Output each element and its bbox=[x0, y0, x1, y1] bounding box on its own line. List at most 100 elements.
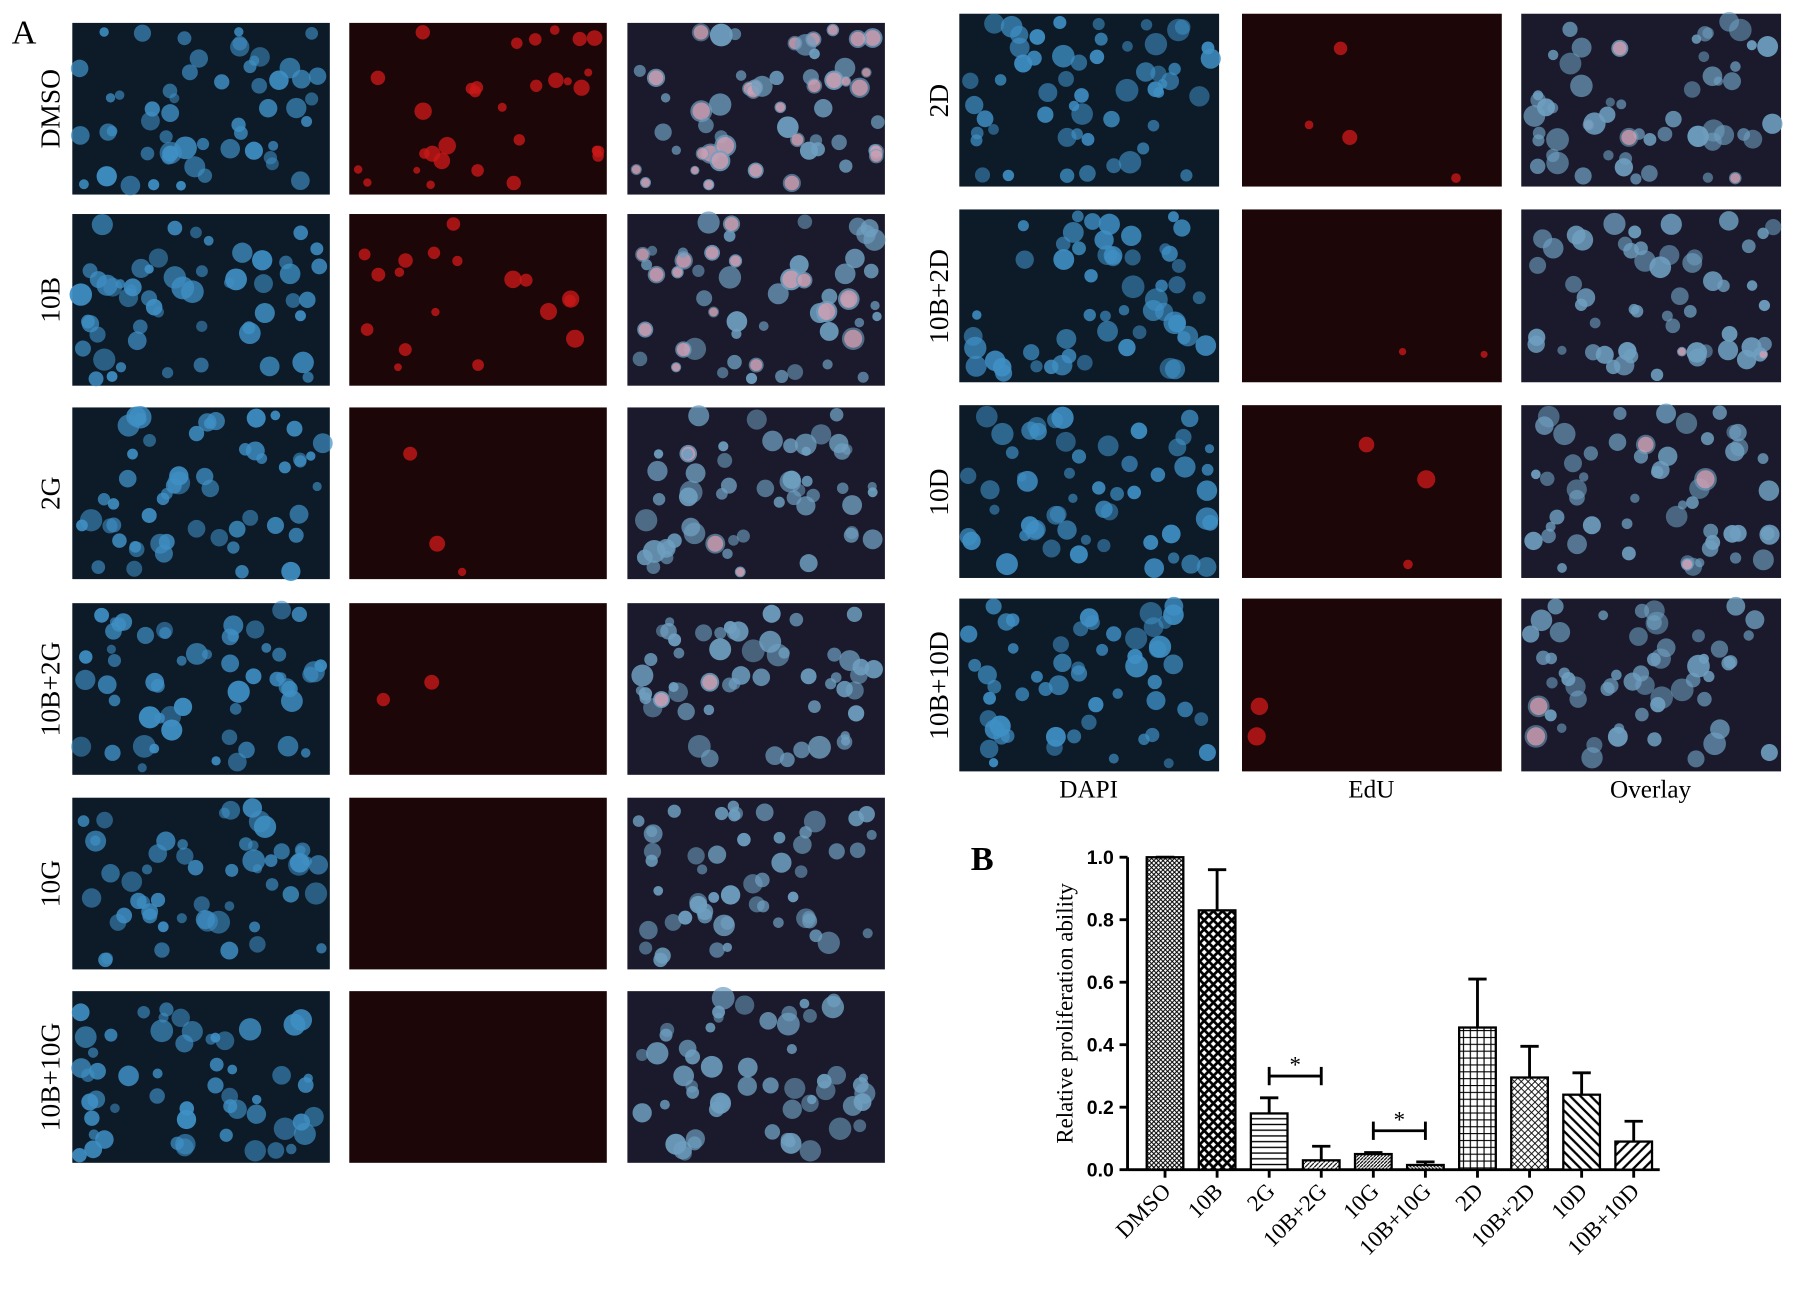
cell bbox=[769, 70, 784, 86]
cell bbox=[1557, 563, 1567, 573]
cell bbox=[729, 806, 744, 821]
cell bbox=[1135, 62, 1156, 82]
cell bbox=[1595, 345, 1614, 364]
cell bbox=[975, 405, 998, 428]
cell bbox=[1713, 76, 1724, 86]
cell bbox=[225, 863, 239, 877]
cell bbox=[632, 1103, 652, 1123]
cell bbox=[1137, 142, 1150, 155]
cell bbox=[735, 70, 747, 81]
cell bbox=[794, 433, 817, 456]
cell bbox=[709, 93, 732, 116]
cell bbox=[1605, 97, 1615, 107]
cell-overlap bbox=[1696, 470, 1715, 489]
edu-cell bbox=[433, 152, 451, 170]
edu-cell bbox=[419, 148, 430, 159]
cell bbox=[289, 504, 309, 524]
cell bbox=[133, 24, 152, 42]
cell bbox=[1702, 172, 1714, 183]
cell bbox=[816, 1073, 832, 1089]
cell bbox=[1053, 653, 1072, 673]
cell bbox=[1079, 608, 1099, 628]
cell bbox=[167, 220, 183, 236]
cell bbox=[288, 527, 304, 543]
cell bbox=[1641, 165, 1658, 182]
cell bbox=[1071, 103, 1093, 125]
cell bbox=[1611, 669, 1622, 681]
cell bbox=[727, 354, 742, 370]
cell bbox=[737, 832, 751, 847]
bar bbox=[1301, 1159, 1341, 1171]
cell bbox=[150, 678, 165, 693]
cell bbox=[996, 553, 1018, 576]
cell bbox=[866, 829, 877, 841]
cell bbox=[1031, 670, 1043, 683]
cell bbox=[667, 804, 681, 818]
cell bbox=[149, 1088, 165, 1104]
cell bbox=[718, 266, 742, 289]
cell bbox=[106, 125, 118, 137]
cell bbox=[227, 752, 247, 772]
cell bbox=[1549, 509, 1565, 525]
cell bbox=[1061, 348, 1077, 364]
cell bbox=[246, 620, 265, 639]
cell bbox=[1710, 719, 1730, 740]
cell bbox=[81, 314, 95, 329]
cell bbox=[654, 123, 672, 141]
cell bbox=[188, 425, 205, 442]
cell bbox=[799, 141, 819, 160]
cell bbox=[77, 815, 90, 827]
cell bbox=[148, 248, 169, 268]
cell bbox=[1529, 256, 1547, 274]
cell bbox=[87, 1047, 99, 1058]
edu-cell bbox=[438, 137, 456, 155]
cell bbox=[668, 682, 688, 703]
row-label: DMSO bbox=[36, 69, 66, 148]
edu-cell bbox=[1403, 559, 1413, 570]
cell bbox=[267, 1142, 285, 1159]
cell bbox=[979, 710, 997, 728]
cell bbox=[963, 327, 983, 346]
cell bbox=[660, 622, 677, 640]
micrograph bbox=[349, 407, 607, 580]
cell bbox=[647, 245, 658, 256]
cell bbox=[974, 167, 991, 183]
cell bbox=[91, 560, 106, 574]
cell bbox=[697, 211, 720, 234]
cell bbox=[1146, 691, 1166, 711]
cell bbox=[1647, 732, 1662, 747]
edu-cell bbox=[586, 30, 603, 46]
cell bbox=[643, 824, 663, 844]
cell bbox=[1063, 467, 1075, 479]
cell-overlap bbox=[1730, 173, 1741, 184]
cell bbox=[89, 326, 106, 343]
micrograph bbox=[627, 986, 885, 1163]
cell bbox=[316, 943, 327, 954]
cell-overlap bbox=[1529, 697, 1548, 716]
cell bbox=[1052, 44, 1075, 68]
cell bbox=[269, 70, 289, 91]
cell bbox=[225, 268, 247, 291]
cell bbox=[801, 446, 811, 456]
cell bbox=[75, 669, 96, 691]
cell bbox=[830, 672, 842, 683]
cell bbox=[765, 746, 785, 766]
cell bbox=[652, 493, 666, 506]
edu-cell bbox=[562, 290, 580, 308]
cell bbox=[1574, 298, 1588, 311]
row-label: 2D bbox=[924, 84, 954, 118]
cell bbox=[292, 452, 307, 467]
cell bbox=[234, 27, 244, 37]
cell bbox=[712, 1005, 726, 1019]
cell bbox=[1665, 505, 1688, 528]
cell bbox=[1758, 480, 1780, 501]
cell bbox=[302, 371, 314, 383]
cell bbox=[1038, 83, 1058, 103]
cell-overlap bbox=[704, 180, 714, 190]
cell bbox=[808, 735, 831, 759]
cell bbox=[979, 739, 999, 759]
cell bbox=[1118, 304, 1130, 316]
cell bbox=[141, 507, 157, 523]
x-tick-label: 2D bbox=[1450, 1178, 1487, 1215]
cell bbox=[987, 679, 1002, 694]
